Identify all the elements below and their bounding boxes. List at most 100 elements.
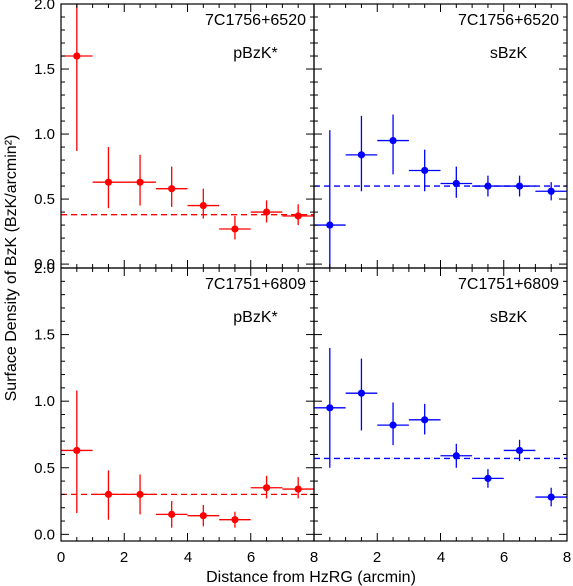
panel-frame xyxy=(313,267,568,542)
data-marker xyxy=(326,221,334,229)
panel-field-label: 7C1756+6520 xyxy=(205,12,306,29)
data-marker xyxy=(547,187,555,195)
data-point-2 xyxy=(345,115,378,192)
data-point-4 xyxy=(155,166,188,207)
y-axis-label: Surface Density of BzK (BzK/arcmin²) xyxy=(3,135,20,402)
panels-layer: 7C1756+6520pBzK*7C1756+6520sBzK7C1751+68… xyxy=(60,3,568,542)
data-point-5 xyxy=(440,166,473,198)
x-tick-label: 6 xyxy=(500,549,508,566)
data-marker xyxy=(515,446,524,455)
data-point-1 xyxy=(314,130,346,268)
x-tick-label: 4 xyxy=(184,549,192,566)
data-point-1 xyxy=(61,4,93,151)
data-marker xyxy=(136,178,144,186)
data-point-3 xyxy=(377,114,409,175)
data-marker xyxy=(199,201,207,210)
data-point-4 xyxy=(408,403,441,435)
data-marker xyxy=(484,182,492,190)
data-marker xyxy=(389,136,397,145)
panel-field-label: 7C1756+6520 xyxy=(458,12,559,29)
y-tick-label: 1.5 xyxy=(34,327,55,344)
y-tick-label: 2.0 xyxy=(34,0,55,13)
data-point-2 xyxy=(92,147,125,209)
data-point-6 xyxy=(472,175,504,197)
data-marker xyxy=(326,404,334,412)
panel-field-label: 7C1751+6809 xyxy=(458,276,559,293)
x-tick-label: 4 xyxy=(437,549,445,566)
data-point-3 xyxy=(124,154,156,206)
y-tick-label: 0.5 xyxy=(34,460,55,477)
panel-frame xyxy=(313,3,568,269)
data-point-5 xyxy=(187,505,220,527)
data-point-8 xyxy=(535,182,567,201)
y-tick-label: 0.0 xyxy=(34,526,55,543)
x-axis-label: Distance from HzRG (arcmin) xyxy=(206,569,416,586)
panel-sample-label: pBzK* xyxy=(233,309,277,326)
panel-4: 7C1751+6809 sBzK xyxy=(313,267,568,542)
y-tick-label: 2.0 xyxy=(34,260,55,277)
data-marker xyxy=(104,490,113,498)
data-point-8 xyxy=(535,487,567,507)
data-point-7 xyxy=(250,200,283,223)
x-tick-label: 0 xyxy=(57,549,65,566)
data-marker xyxy=(199,512,207,520)
data-marker xyxy=(547,493,555,501)
data-point-2 xyxy=(345,358,378,431)
data-marker xyxy=(231,225,239,233)
panel-2: 7C1756+6520 sBzK xyxy=(313,3,568,269)
data-marker xyxy=(357,151,366,159)
data-point-7 xyxy=(503,439,536,462)
data-point-5 xyxy=(440,443,473,468)
data-marker xyxy=(452,179,460,188)
x-tick-label: 2 xyxy=(373,549,381,566)
data-point-4 xyxy=(408,149,441,192)
panel-3: 7C1751+6809 pBzK* xyxy=(60,267,315,542)
data-marker xyxy=(421,166,429,175)
data-marker xyxy=(262,484,271,492)
data-marker xyxy=(294,485,302,493)
tick-labels-layer: 0.00.51.01.52.00.00.51.01.52.00 2 4 6 8 2 4 6 8 xyxy=(34,0,571,566)
data-point-2 xyxy=(92,470,125,520)
data-marker xyxy=(231,516,239,524)
data-marker xyxy=(168,510,176,518)
data-point-7 xyxy=(503,175,536,197)
data-point-6 xyxy=(219,215,251,240)
data-marker xyxy=(452,452,460,460)
data-marker xyxy=(294,212,302,220)
data-marker xyxy=(136,490,144,498)
data-marker xyxy=(357,389,366,397)
data-point-4 xyxy=(155,501,188,528)
data-point-5 xyxy=(187,188,220,219)
data-marker xyxy=(262,208,271,216)
y-tick-label: 1.0 xyxy=(34,126,55,143)
y-tick-label: 1.0 xyxy=(34,393,55,410)
data-marker xyxy=(389,421,397,429)
data-point-1 xyxy=(61,390,93,514)
data-marker xyxy=(168,185,176,193)
x-tick-label: 8 xyxy=(563,549,571,566)
data-point-8 xyxy=(282,204,314,226)
x-tick-label: 2 xyxy=(120,549,128,566)
x-tick-label: 8 xyxy=(310,549,318,566)
data-point-3 xyxy=(124,474,156,515)
panel-sample-label: pBzK* xyxy=(233,45,277,62)
x-tick-label: 6 xyxy=(247,549,255,566)
panel-field-label: 7C1751+6809 xyxy=(205,276,306,293)
panel-sample-label: sBzK xyxy=(490,45,528,62)
data-marker xyxy=(73,52,81,60)
y-tick-label: 0.0 xyxy=(34,256,55,273)
data-point-8 xyxy=(282,477,314,499)
panel-frame xyxy=(60,3,315,269)
data-marker xyxy=(73,446,81,455)
data-point-7 xyxy=(250,475,283,499)
data-marker xyxy=(484,474,492,483)
data-point-1 xyxy=(314,347,346,468)
data-point-6 xyxy=(472,469,504,488)
data-marker xyxy=(421,416,429,424)
panel-sample-label: sBzK xyxy=(490,309,528,326)
y-tick-label: 1.5 xyxy=(34,61,55,78)
data-marker xyxy=(515,182,524,190)
data-point-3 xyxy=(377,402,409,446)
data-point-6 xyxy=(219,511,251,528)
